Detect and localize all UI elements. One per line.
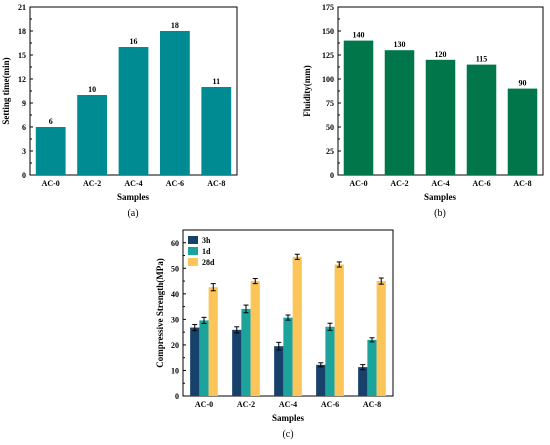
chart-3-ytick-label: 20 [171, 341, 179, 350]
chart-2-data-label: 130 [394, 40, 406, 49]
chart-1-ytick-label: 6 [22, 123, 26, 132]
chart-2-xtick-label: AC-0 [349, 179, 367, 188]
chart-3-bar-28d [250, 281, 260, 396]
chart-3-bar-28d [208, 287, 218, 396]
chart-1-xtick-label: AC-6 [166, 179, 184, 188]
chart-2-ytick-label: 100 [322, 75, 334, 84]
chart-3-legend-swatch [188, 236, 198, 244]
chart-3-ylabel: Compressive Strength(MPa) [155, 258, 165, 367]
chart-2-xtick-label: AC-2 [390, 179, 408, 188]
chart-2-data-label: 140 [353, 31, 365, 40]
chart-3-legend-label: 3h [202, 236, 211, 245]
chart-2-bar [466, 64, 497, 175]
chart-1-data-label: 6 [49, 117, 53, 126]
chart-3-xtick-label: AC-2 [237, 400, 255, 409]
chart-2-panel-label: (b) [434, 208, 446, 219]
chart-1-xtick-label: AC-4 [124, 179, 142, 188]
chart-2-data-label: 90 [519, 79, 527, 88]
chart-1-bar [118, 47, 149, 175]
chart-3-xtick-label: AC-0 [195, 400, 213, 409]
chart-3-legend-label: 1d [202, 247, 211, 256]
chart-3-xtick-label: AC-4 [279, 400, 297, 409]
chart-1-ytick-label: 3 [22, 147, 26, 156]
chart-2-ytick-label: 75 [326, 99, 334, 108]
chart-2-ytick-label: 25 [326, 147, 334, 156]
chart-2-ylabel: Fluidity(mm) [302, 65, 312, 117]
chart-2-ytick-label: 0 [330, 171, 334, 180]
chart-3-bar-3h [358, 367, 368, 396]
chart-1-data-label: 10 [88, 85, 96, 94]
chart-3-ytick-label: 40 [171, 290, 179, 299]
chart-3-xtick-label: AC-6 [321, 400, 339, 409]
chart-3-bar-3h [274, 346, 284, 396]
chart-2-xtick-label: AC-8 [513, 179, 531, 188]
chart-2-xlabel: Samples [424, 192, 457, 202]
chart-1-bar [77, 95, 108, 175]
chart-1-data-label: 16 [130, 37, 138, 46]
chart-2-bar [425, 59, 456, 175]
chart-1-xlabel: Samples [117, 192, 150, 202]
chart-3-bar-28d [376, 281, 386, 396]
chart-3-ytick-label: 10 [171, 366, 179, 375]
chart-3-panel-label: (c) [282, 429, 293, 440]
chart-1-bar [201, 87, 232, 175]
chart-2-xtick-label: AC-4 [431, 179, 449, 188]
chart-2-data-label: 120 [435, 50, 447, 59]
chart-3-bar-1d [325, 326, 335, 396]
chart-1-ytick-label: 18 [18, 27, 26, 36]
chart-3-ytick-label: 30 [171, 315, 179, 324]
chart-3-bar-28d [292, 256, 302, 396]
chart-2-bar [384, 50, 415, 176]
chart-1-bar [35, 127, 66, 175]
chart-3-xlabel: Samples [272, 413, 305, 423]
chart-2-data-label: 115 [476, 55, 488, 64]
chart-3-ytick-label: 0 [175, 392, 179, 401]
chart-1-ytick-label: 12 [18, 75, 26, 84]
chart-2-bar [507, 88, 538, 175]
chart-1-xtick-label: AC-2 [83, 179, 101, 188]
chart-3-xtick-label: AC-8 [363, 400, 381, 409]
chart-3-legend-label: 28d [202, 258, 215, 267]
chart-3-legend-swatch [188, 258, 198, 266]
chart-3-bar-1d [367, 339, 377, 396]
chart-1-xtick-label: AC-8 [207, 179, 225, 188]
chart-2-ytick-label: 175 [322, 3, 334, 12]
chart-3-legend-swatch [188, 247, 198, 255]
chart-2-ytick-label: 125 [322, 51, 334, 60]
chart-3-ytick-label: 50 [171, 264, 179, 273]
chart-2-ytick-label: 50 [326, 123, 334, 132]
chart-3-ytick-label: 60 [171, 239, 179, 248]
chart-1-xtick-label: AC-0 [42, 179, 60, 188]
chart-1-data-label: 18 [171, 21, 179, 30]
chart-3-bar-3h [190, 327, 200, 396]
chart-3-bar-3h [232, 329, 242, 396]
chart-1-ytick-label: 9 [22, 99, 26, 108]
chart-1-ytick-label: 15 [18, 51, 26, 60]
chart-1-ytick-label: 0 [22, 171, 26, 180]
chart-1-ylabel: Setting time(min) [1, 57, 11, 124]
chart-1-panel-label: (a) [127, 208, 138, 219]
chart-3-bar-3h [316, 364, 326, 396]
chart-3-bar-1d [199, 320, 209, 396]
chart-2-xtick-label: AC-6 [472, 179, 490, 188]
chart-3-bar-1d [283, 317, 293, 396]
chart-1-ytick-label: 21 [18, 3, 26, 12]
chart-2-ytick-label: 150 [322, 27, 334, 36]
chart-3-bar-28d [334, 264, 344, 396]
chart-2-bar [343, 40, 374, 175]
chart-1-data-label: 11 [213, 77, 221, 86]
chart-3-bar-1d [241, 308, 251, 396]
chart-1-bar [159, 31, 190, 175]
